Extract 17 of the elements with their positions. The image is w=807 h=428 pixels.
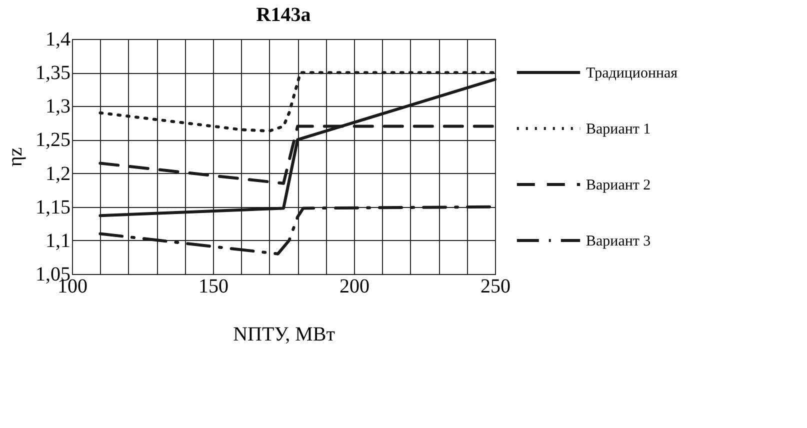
- y-tick-label: 1,2: [46, 162, 70, 185]
- x-tick-label: 250: [480, 276, 510, 298]
- x-axis-title: NПТУ, МВт: [233, 324, 336, 346]
- x-tick-label: 150: [198, 276, 228, 298]
- legend-label: Традиционная: [586, 66, 678, 82]
- legend-label: Вариант 3: [586, 234, 651, 250]
- x-tick-label: 200: [340, 276, 370, 298]
- y-tick-label: 1,3: [46, 96, 70, 118]
- legend-label: Вариант 2: [586, 178, 651, 194]
- y-tick-label: 1,4: [46, 28, 70, 50]
- legend-label: Вариант 1: [586, 122, 651, 138]
- y-axis-title: ηz: [4, 147, 26, 167]
- y-tick-label: 1,15: [36, 196, 70, 218]
- chart-title: R143a: [256, 4, 311, 26]
- y-tick-label: 1,1: [46, 230, 70, 252]
- y-tick-label: 1,25: [36, 129, 70, 152]
- y-tick-label: 1,35: [36, 62, 70, 84]
